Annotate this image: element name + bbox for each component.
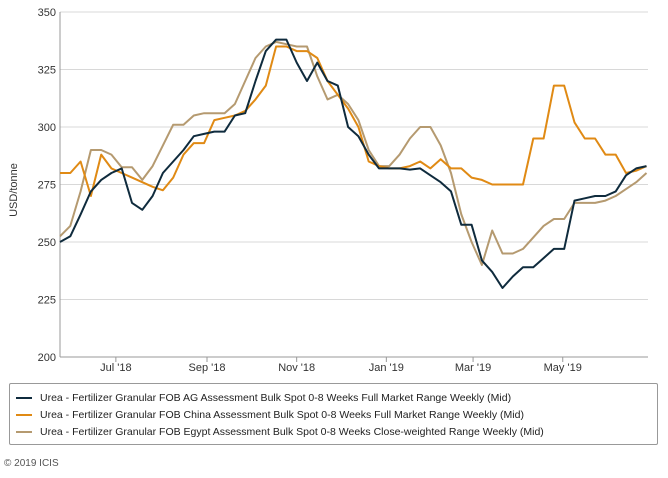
legend-item-china[interactable]: Urea - Fertilizer Granular FOB China Ass… — [16, 408, 524, 422]
x-tick-label: May '19 — [544, 362, 582, 374]
y-axis-ticks: 200 225 250 275 300 325 350 — [38, 7, 56, 364]
x-axis-ticks: Jul '18 Sep '18 Nov '18 Jan '19 Mar '19 May '… — [100, 357, 582, 374]
y-tick-label: 325 — [38, 65, 56, 77]
series-line-china — [60, 45, 647, 197]
legend: Urea - Fertilizer Granular FOB AG Assess… — [9, 383, 658, 445]
y-tick-label: 200 — [38, 352, 56, 364]
y-tick-label: 275 — [38, 180, 56, 192]
legend-label-china: Urea - Fertilizer Granular FOB China Ass… — [40, 409, 524, 421]
x-tick-label: Jan '19 — [369, 362, 404, 374]
y-tick-label: 250 — [38, 237, 56, 249]
x-tick-label: Jul '18 — [100, 362, 131, 374]
legend-swatch-ag — [16, 397, 32, 399]
legend-item-ag[interactable]: Urea - Fertilizer Granular FOB AG Assess… — [16, 391, 511, 405]
legend-swatch-egypt — [16, 431, 32, 433]
y-axis-label: USD/tonne — [8, 163, 20, 217]
y-tick-label: 350 — [38, 7, 56, 19]
series-line-egypt — [59, 40, 648, 266]
copyright-notice: © 2019 ICIS — [4, 458, 59, 469]
x-tick-label: Nov '18 — [278, 362, 315, 374]
series-line-ag — [59, 38, 647, 289]
legend-label-ag: Urea - Fertilizer Granular FOB AG Assess… — [40, 392, 512, 404]
series-lines — [59, 38, 648, 289]
y-tick-label: 300 — [38, 122, 56, 134]
legend-label-egypt: Urea - Fertilizer Granular FOB Egypt Ass… — [40, 426, 544, 438]
legend-item-egypt[interactable]: Urea - Fertilizer Granular FOB Egypt Ass… — [16, 425, 544, 439]
line-chart: 200 225 250 275 300 325 350 Jul '18 Sep '18 Nov … — [8, 7, 648, 374]
legend-swatch-china — [16, 414, 32, 416]
x-tick-label: Sep '18 — [189, 362, 226, 374]
y-tick-label: 225 — [38, 295, 56, 307]
x-tick-label: Mar '19 — [455, 362, 491, 374]
